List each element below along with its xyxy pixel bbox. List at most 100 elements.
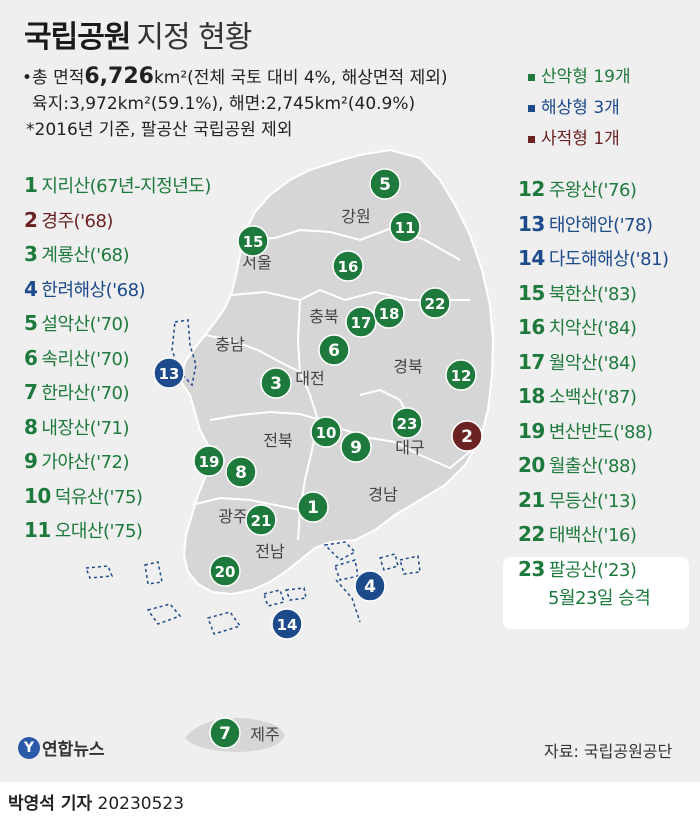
park-number: 17 (518, 349, 545, 374)
park-number: 9 (24, 449, 38, 473)
park-list-item: 21 무등산('13) (518, 487, 637, 513)
park-list-item: 12 주왕산('76) (518, 176, 637, 202)
park-marker-23: 23 (391, 407, 423, 439)
stats-line-1: •총 면적6,726km²(전체 국토 대비 4%, 해상면적 제외) (22, 64, 448, 91)
type-legend-item: 산악형 19개 (528, 62, 631, 93)
park-marker-8: 8 (225, 456, 257, 488)
park-marker-number: 18 (379, 305, 400, 323)
park-marker-number: 14 (277, 616, 298, 634)
region-label: 대구 (395, 438, 424, 457)
park-name: 주왕산('76) (548, 180, 637, 201)
park-marker-5: 5 (369, 168, 401, 200)
park-marker-10: 10 (310, 416, 342, 448)
park-name: 설악산('70) (41, 314, 129, 335)
park-marker-11: 11 (389, 211, 421, 243)
park-marker-circle (419, 287, 451, 319)
legend-label: 산악형 19개 (541, 67, 631, 87)
park-marker-circle (369, 168, 401, 200)
credit-author: 박영석 기자 (8, 794, 93, 814)
title-bold: 국립공원 (24, 20, 131, 55)
park-marker-4: 4 (354, 570, 386, 602)
park-marker-number: 20 (215, 563, 236, 581)
park-number: 20 (518, 453, 545, 477)
park-marker-22: 22 (419, 287, 451, 319)
park-marker-number: 2 (461, 427, 473, 447)
page-title: 국립공원 지정 현황 (24, 12, 252, 56)
park-name: 태백산('16) (548, 525, 637, 546)
park-marker-14: 14 (271, 608, 303, 640)
park-marker-number: 17 (351, 314, 372, 332)
park-marker-20: 20 (209, 555, 241, 587)
park-list-item: 15 북한산('83) (518, 280, 637, 306)
park-number: 13 (518, 211, 545, 236)
park-marker-2: 2 (451, 420, 483, 452)
park-list-item: 20 월출산('88) (518, 452, 637, 478)
credit-line: 박영석 기자 20230523 (8, 789, 184, 814)
park-marker-18: 18 (373, 297, 405, 329)
stats-line-3: *2016년 기준, 팔공산 국립공원 제외 (26, 120, 293, 140)
park-marker-6: 6 (318, 334, 350, 366)
park-number: 5 (24, 311, 38, 335)
yonhap-logo: Y 연합뉴스 (18, 735, 105, 760)
park-marker-circle (332, 250, 364, 282)
region-label: 대전 (295, 369, 324, 388)
park-name: 소백산('87) (548, 387, 637, 408)
park-name: 변산반도('88) (548, 421, 653, 443)
park-name: 월악산('84) (548, 352, 637, 374)
park-marker-number: 10 (316, 424, 337, 442)
park-number: 4 (24, 276, 38, 301)
park-marker-15: 15 (237, 225, 269, 257)
park-marker-17: 17 (345, 306, 377, 338)
park-number: 22 (518, 522, 545, 546)
legend-swatch (528, 105, 535, 112)
park-list-item: 1 지리산(67년-지정년도) (24, 172, 211, 198)
park-marker-circle (345, 306, 377, 338)
legend-swatch (528, 136, 535, 143)
park-list-item: 22 태백산('16) (518, 521, 637, 547)
park-marker-circle (391, 407, 423, 439)
park-marker-number: 22 (425, 295, 446, 313)
park-marker-number: 9 (350, 438, 362, 458)
park-name: 지리산(67년-지정년도) (41, 176, 211, 197)
park-list-item: 13 태안해안('78) (518, 211, 653, 237)
park-marker-circle (318, 334, 350, 366)
park-marker-number: 5 (379, 175, 391, 195)
palgongsan-highlight-box (503, 557, 689, 629)
park-marker-12: 12 (445, 359, 477, 391)
park-name: 무등산('13) (548, 490, 637, 512)
province-borders (191, 226, 479, 541)
park-name: 태안해안('78) (548, 214, 653, 236)
region-label: 광주 (218, 507, 247, 526)
park-list-item: 14 다도해해상('81) (518, 245, 669, 271)
park-marker-number: 13 (159, 365, 180, 383)
park-marker-number: 16 (338, 258, 359, 276)
park-marker-number: 1 (307, 498, 319, 518)
park-list-item: 17 월악산('84) (518, 349, 637, 375)
park-marker-16: 16 (332, 250, 364, 282)
park-marker-number: 8 (235, 463, 247, 483)
park-marker-7: 7 (209, 717, 241, 749)
park-marker-number: 19 (199, 453, 220, 471)
park-list-item: 5 설악산('70) (24, 310, 129, 336)
title-rest: 지정 현황 (136, 20, 252, 55)
park-name: 한라산('70) (41, 383, 129, 404)
park-marker-1: 1 (297, 491, 329, 523)
park-name: 속리산('70) (41, 348, 129, 370)
park-name: 덕유산('75) (54, 486, 143, 508)
park-list-item: 23 팔공산('23) 5월23일 승격 (518, 556, 651, 610)
park-number: 6 (24, 345, 38, 370)
park-marker-circle (354, 570, 386, 602)
type-legend-item: 사적형 1개 (528, 124, 631, 155)
region-label: 제주 (250, 725, 279, 744)
park-number: 11 (24, 518, 51, 542)
park-marker-9: 9 (340, 431, 372, 463)
park-number: 15 (518, 280, 545, 305)
park-list-item: 7 한라산('70) (24, 379, 129, 405)
park-boundaries (84, 319, 421, 635)
legend-label: 해상형 3개 (541, 98, 620, 118)
park-marker-circle (340, 431, 372, 463)
region-label: 경북 (393, 357, 422, 376)
park-list-item: 10 덕유산('75) (24, 483, 143, 509)
